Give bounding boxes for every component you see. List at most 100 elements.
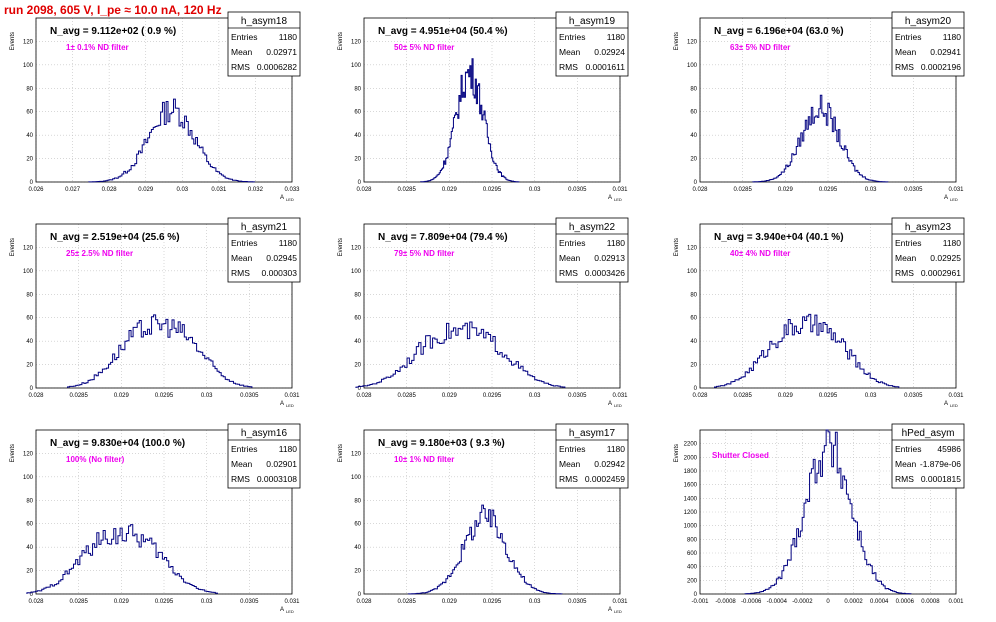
plot-frame xyxy=(699,223,957,389)
histogram-bars-h_asym17 xyxy=(407,504,563,595)
y-tick-label: 0 xyxy=(358,386,362,392)
n-avg-label: N_avg = 3.940e+04 (40.1 %) xyxy=(714,232,844,243)
x-tick-label: -0.0006 xyxy=(741,599,762,605)
y-tick-label: 60 xyxy=(354,316,361,322)
page-title: run 2098, 605 V, I_pe ≈ 10.0 nA, 120 Hz xyxy=(4,3,222,17)
x-tick-label: 0.028 xyxy=(28,599,44,605)
y-tick-label: 120 xyxy=(687,245,698,251)
histogram-bars-h_asym18 xyxy=(88,98,256,183)
stats-label: Entries xyxy=(895,32,921,42)
filter-label: 10± 1% ND filter xyxy=(394,455,454,464)
x-tick-label: 0.0006 xyxy=(896,599,915,605)
y-tick-label: 20 xyxy=(354,157,361,163)
x-axis-label-sub: LED xyxy=(286,609,294,614)
stats-label: Entries xyxy=(231,32,257,42)
y-tick-label: 0 xyxy=(358,592,362,598)
histogram-bars-h_asym21 xyxy=(67,314,253,388)
y-tick-label: 120 xyxy=(687,39,698,45)
x-axis-label-sub: LED xyxy=(950,197,958,202)
stats-value: -1.879e-06 xyxy=(920,459,961,469)
stats-box xyxy=(227,423,301,489)
x-axis-label: A xyxy=(944,401,948,407)
x-tick-label: 0.031 xyxy=(612,393,628,399)
y-tick-label: 40 xyxy=(26,339,33,345)
filter-label: 1± 0.1% ND filter xyxy=(66,43,129,52)
x-tick-label: 0.03 xyxy=(529,187,541,193)
x-tick-label: 0.031 xyxy=(211,187,227,193)
filter-label: 100% (No filter) xyxy=(66,455,125,464)
x-tick-label: 0.0008 xyxy=(921,599,940,605)
x-tick-label: 0.0285 xyxy=(69,393,88,399)
y-tick-label: 100 xyxy=(23,269,34,275)
x-axis-label: A xyxy=(608,607,612,613)
x-tick-label: -0.0008 xyxy=(715,599,736,605)
stats-box xyxy=(555,423,629,489)
stats-title: h_asym18 xyxy=(241,16,288,27)
stats-box xyxy=(555,11,629,77)
x-tick-label: 0.033 xyxy=(284,187,300,193)
histogram-bars-h_asym23 xyxy=(714,313,900,388)
n-avg-label: N_avg = 9.830e+04 (100.0 %) xyxy=(50,438,185,449)
x-tick-label: -0.0002 xyxy=(792,599,813,605)
y-tick-label: 80 xyxy=(354,86,361,92)
y-tick-label: 2000 xyxy=(684,455,698,461)
y-axis-label: Events xyxy=(338,238,344,256)
stats-box xyxy=(891,217,965,283)
x-tick-label: -0.001 xyxy=(691,599,709,605)
x-tick-label: 0.029 xyxy=(442,599,458,605)
y-axis-label: Events xyxy=(338,444,344,462)
filter-label: 50± 5% ND filter xyxy=(394,43,454,52)
stats-label: Mean xyxy=(895,253,917,263)
x-tick-label: -0.0004 xyxy=(767,599,788,605)
x-tick-label: 0.028 xyxy=(692,187,708,193)
y-tick-label: 80 xyxy=(26,86,33,92)
plot-frame xyxy=(35,17,293,183)
panel-h_asym19: 0.028 0.0285 0.029 0.0295 0.03 0.0305 0.031 0 20… xyxy=(338,11,629,202)
stats-value: 0.0001611 xyxy=(585,62,625,72)
x-tick-label: 0.028 xyxy=(356,599,372,605)
x-tick-label: 0.0305 xyxy=(240,393,259,399)
stats-value: 0.0003108 xyxy=(257,474,297,484)
stats-value: 0.02925 xyxy=(930,253,961,263)
y-tick-label: 80 xyxy=(354,292,361,298)
y-tick-label: 20 xyxy=(690,363,697,369)
stats-value: 0.0002196 xyxy=(921,62,961,72)
stats-value: 1180 xyxy=(607,32,626,42)
x-tick-label: 0.031 xyxy=(284,599,300,605)
x-tick-label: 0.028 xyxy=(28,393,44,399)
x-tick-label: 0.0295 xyxy=(155,393,174,399)
x-tick-label: 0.029 xyxy=(778,393,794,399)
histogram-bars-h_asym20 xyxy=(752,94,889,183)
panel-h_asym20: 0.028 0.0285 0.029 0.0295 0.03 0.0305 0.031 0 20… xyxy=(674,11,965,202)
x-tick-label: 0.0295 xyxy=(819,187,838,193)
y-tick-label: 60 xyxy=(354,110,361,116)
panel-h_asym16: 0.028 0.0285 0.029 0.0295 0.03 0.0305 0.031 0 20… xyxy=(10,423,301,614)
x-tick-label: 0.029 xyxy=(442,187,458,193)
x-tick-label: 0.0285 xyxy=(733,187,752,193)
x-tick-label: 0.0285 xyxy=(397,393,416,399)
x-tick-label: 0.0305 xyxy=(568,187,587,193)
x-tick-label: 0.03 xyxy=(201,599,213,605)
y-tick-label: 0 xyxy=(694,592,698,598)
x-tick-label: 0.031 xyxy=(948,393,964,399)
y-tick-label: 60 xyxy=(26,522,33,528)
y-tick-label: 100 xyxy=(351,269,362,275)
plot-frame xyxy=(35,223,293,389)
stats-value: 0.0006282 xyxy=(257,62,297,72)
x-tick-label: 0.0305 xyxy=(240,599,259,605)
y-tick-label: 200 xyxy=(687,578,698,584)
y-tick-label: 40 xyxy=(26,133,33,139)
x-tick-label: 0.03 xyxy=(865,393,877,399)
y-axis-label: Events xyxy=(338,32,344,50)
stats-value: 0.02945 xyxy=(266,253,297,263)
histogram-bars-hPed_asym xyxy=(744,429,912,595)
n-avg-label: N_avg = 6.196e+04 (63.0 %) xyxy=(714,26,844,37)
stats-label: Mean xyxy=(231,47,253,57)
stats-label: RMS xyxy=(231,62,250,72)
x-axis-label: A xyxy=(280,607,284,613)
stats-value: 0.0002961 xyxy=(921,268,961,278)
stats-value: 1180 xyxy=(943,32,962,42)
x-tick-label: 0.028 xyxy=(692,393,708,399)
stats-value: 0.0001815 xyxy=(921,474,961,484)
